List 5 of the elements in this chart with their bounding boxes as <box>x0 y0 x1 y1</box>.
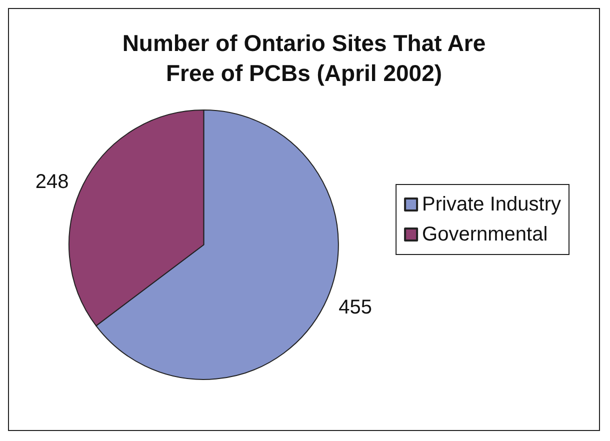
legend-label: Private Industry <box>422 194 562 216</box>
data-label: 248 <box>35 170 69 193</box>
data-label: 455 <box>338 296 372 319</box>
chart-title: Number of Ontario Sites That Are Free of PCBs (April 2002) <box>122 30 486 86</box>
legend-label: Governmental <box>422 224 548 246</box>
